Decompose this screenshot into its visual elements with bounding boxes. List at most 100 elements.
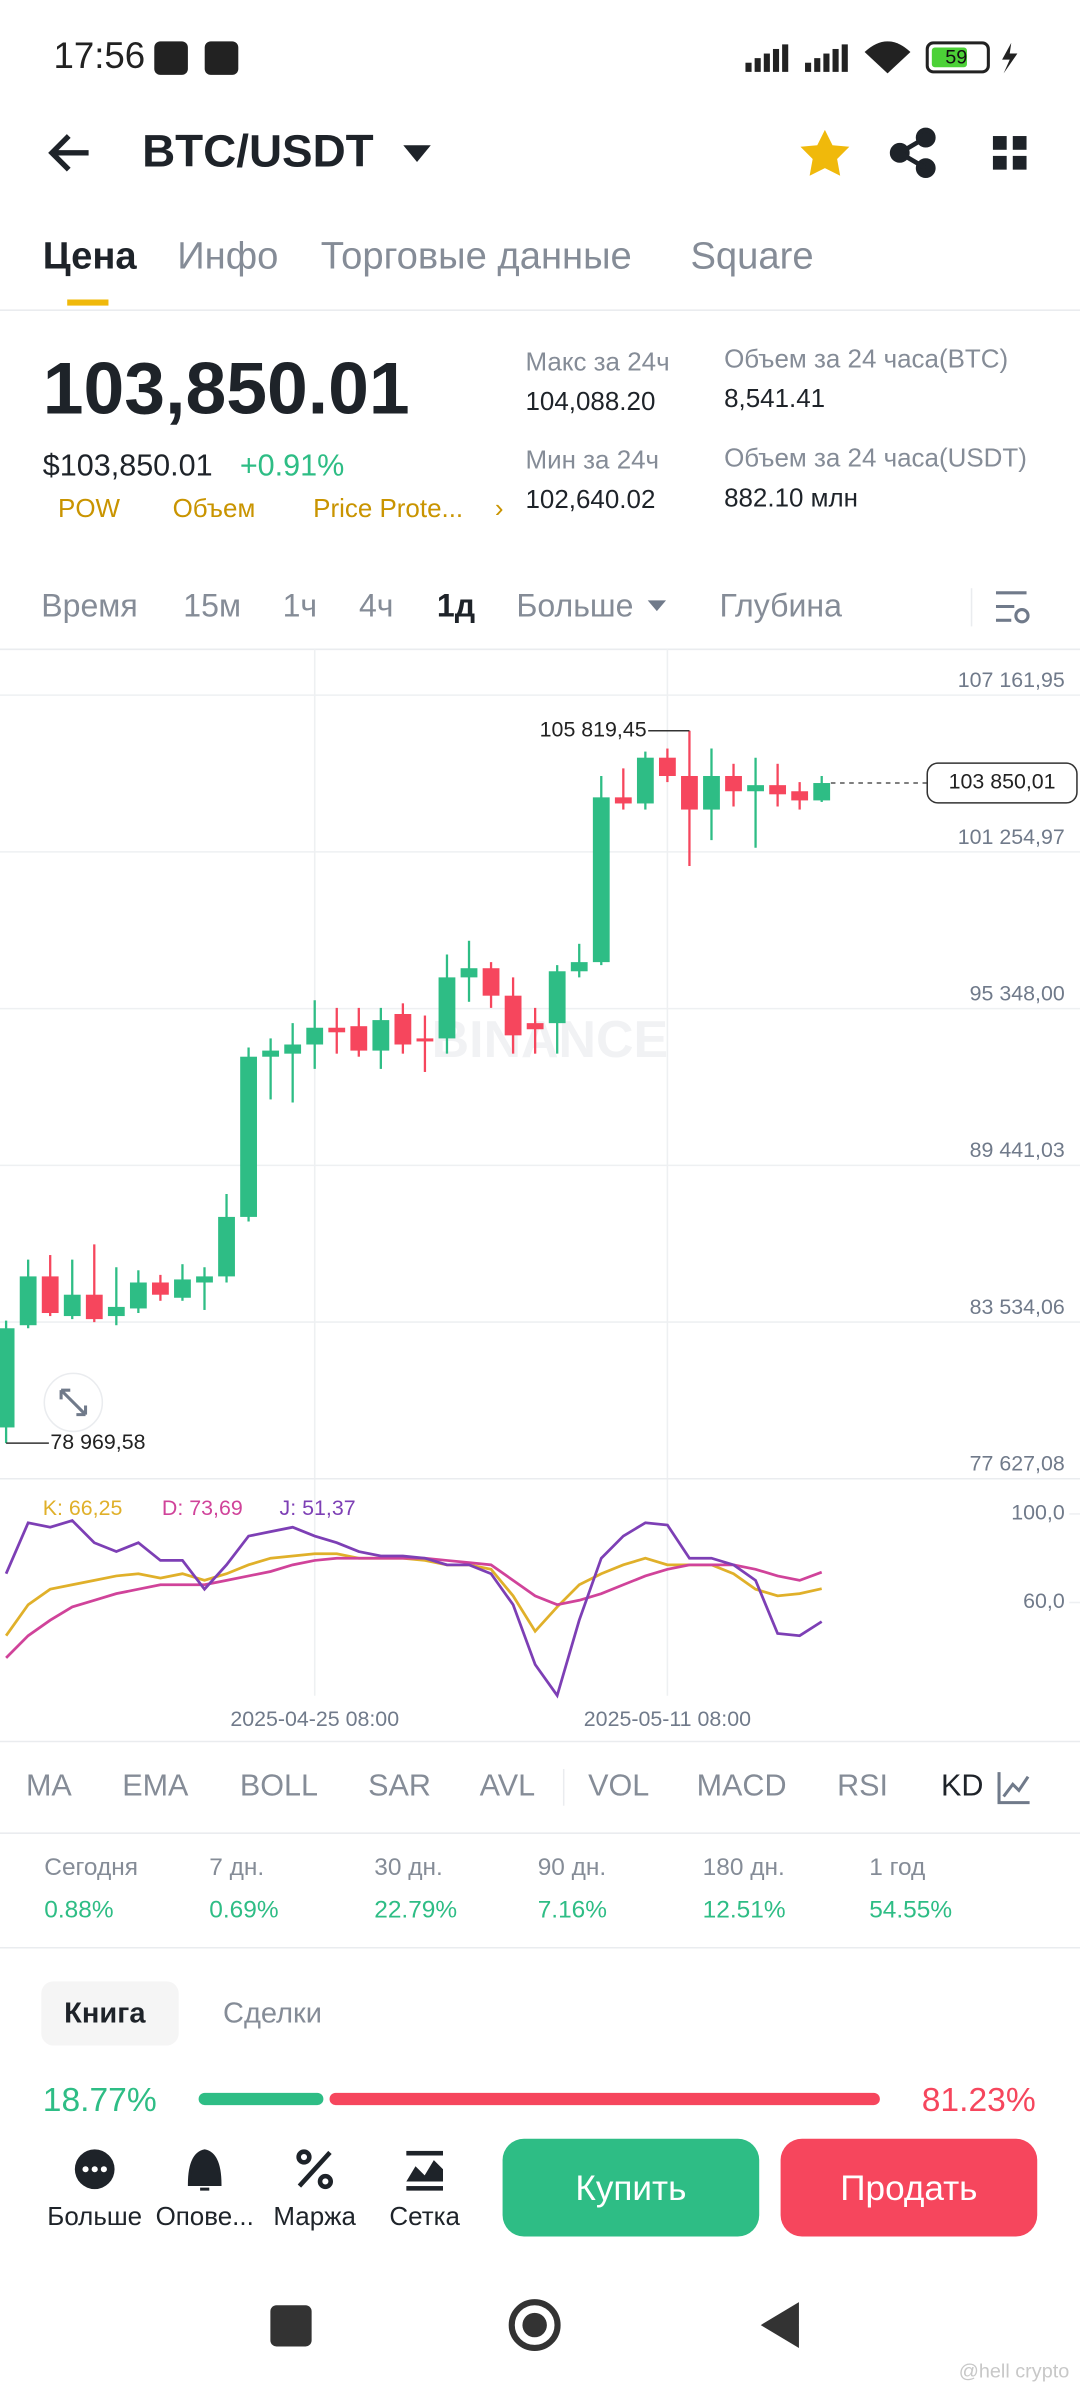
stat-value: 104,088.20 — [525, 386, 655, 416]
interval[interactable]: 4ч — [359, 588, 394, 624]
tags-more[interactable]: › — [495, 493, 504, 523]
indicator-tab[interactable]: VOL — [588, 1768, 649, 1802]
indicator-settings-icon[interactable] — [997, 1772, 1030, 1805]
interval[interactable]: Время — [41, 588, 137, 624]
stat-label: Объем за 24 часа(USDT) — [724, 443, 1027, 473]
buy-label[interactable]: Купить — [575, 2169, 686, 2208]
margin-icon[interactable] — [296, 2149, 334, 2190]
last-price-tag — [926, 762, 1078, 804]
layout-button[interactable] — [992, 136, 1027, 170]
performance-period: 90 дн. — [538, 1854, 607, 1881]
candle-body — [262, 1050, 280, 1057]
pair-dropdown[interactable] — [403, 145, 431, 163]
candle-body — [548, 971, 566, 1024]
high-marker-label: 105 819,45 — [540, 717, 647, 741]
more-dots — [82, 2166, 107, 2173]
last-price: 103,850.01 — [43, 348, 410, 430]
nav-label[interactable]: Больше — [47, 2201, 142, 2231]
book-tab-active[interactable] — [41, 1981, 179, 2046]
tag[interactable]: POW — [58, 493, 120, 523]
candle-body — [174, 1279, 191, 1298]
performance-value: 12.51% — [703, 1897, 786, 1924]
legend-entry: J: 51,37 — [280, 1496, 356, 1520]
nav-label[interactable]: Маржа — [273, 2201, 356, 2231]
buy-ratio: 18.77% — [43, 2082, 157, 2119]
interval[interactable]: Глубина — [719, 588, 842, 624]
pair-title[interactable]: BTC/USDT — [142, 125, 374, 176]
tab[interactable]: Торговые данные — [321, 234, 632, 277]
candle-body — [85, 1294, 103, 1320]
interval[interactable]: Больше — [516, 588, 633, 624]
nav-recent[interactable] — [270, 2305, 312, 2347]
sell-ratio: 81.23% — [922, 2082, 1036, 2119]
y-tick-label: 101 254,97 — [958, 825, 1065, 849]
favorite-star[interactable] — [800, 129, 850, 176]
candle-body — [703, 775, 720, 810]
candle-body — [41, 1276, 59, 1314]
candle-body — [416, 1038, 434, 1042]
candle-body — [306, 1027, 324, 1045]
sell-button[interactable] — [780, 2138, 1038, 2237]
tab[interactable]: Square — [690, 234, 813, 277]
low-marker-label: 78 969,58 — [50, 1430, 145, 1454]
nav-label[interactable]: Опове... — [156, 2201, 254, 2231]
candle-body — [570, 962, 588, 972]
nav-home[interactable] — [508, 2299, 561, 2352]
candle-body — [63, 1294, 81, 1317]
sell-label[interactable]: Продать — [840, 2169, 977, 2208]
indicator-tab[interactable]: KD — [941, 1768, 983, 1802]
candle-body — [0, 1328, 15, 1428]
book-tab[interactable]: Книга — [64, 1998, 146, 2030]
indicator-tab[interactable]: RSI — [837, 1768, 888, 1802]
candle-body — [747, 785, 764, 792]
buy-button[interactable] — [502, 2138, 760, 2237]
indicator-tab[interactable]: BOLL — [240, 1768, 318, 1802]
legend-entry: K: 66,25 — [43, 1496, 123, 1520]
candle-body — [19, 1276, 37, 1326]
nav-home-dot — [522, 2312, 547, 2338]
indicator-tab[interactable]: MA — [26, 1768, 72, 1802]
nav-back[interactable] — [760, 2302, 799, 2348]
candle-body — [240, 1056, 257, 1217]
more-dropdown[interactable] — [647, 600, 667, 612]
candle-body — [129, 1282, 147, 1309]
battery-text: 59 — [945, 46, 967, 68]
grid-icon[interactable] — [406, 2150, 443, 2191]
share-button[interactable] — [889, 127, 936, 179]
candle-body — [592, 797, 610, 963]
indicator-tab[interactable]: SAR — [368, 1768, 431, 1802]
candle-body — [526, 1023, 544, 1030]
stat-label: Макс за 24ч — [525, 347, 669, 377]
performance-value: 0.88% — [44, 1897, 113, 1924]
battery-level — [931, 47, 967, 68]
candle-body — [460, 968, 478, 978]
interval[interactable]: 15м — [183, 588, 241, 624]
book-tab[interactable]: Сделки — [223, 1998, 322, 2030]
wifi-icon — [864, 41, 911, 74]
back-button[interactable] — [48, 134, 89, 172]
indicator-tab[interactable]: AVL — [480, 1768, 535, 1802]
candle-body — [350, 1026, 368, 1051]
y-tick-label: 100,0 — [1011, 1501, 1065, 1525]
indicator-tab[interactable]: EMA — [122, 1768, 189, 1802]
tag[interactable]: Объем — [173, 493, 256, 523]
candle-body — [218, 1216, 235, 1277]
interval[interactable]: 1ч — [283, 588, 318, 624]
tab[interactable]: Инфо — [177, 234, 278, 277]
x-tick-label: 2025-04-25 08:00 — [230, 1707, 399, 1731]
indicator-tab[interactable]: MACD — [697, 1768, 787, 1802]
nav-label[interactable]: Сетка — [389, 2201, 460, 2231]
interval[interactable]: 1д — [437, 588, 475, 624]
tab[interactable]: Цена — [43, 234, 138, 277]
tag[interactable]: Price Prote... — [313, 493, 463, 523]
y-tick-label: 83 534,06 — [970, 1295, 1065, 1319]
candle-body — [681, 775, 698, 810]
y-tick-label: 107 161,95 — [958, 668, 1065, 692]
performance-period: 30 дн. — [374, 1854, 443, 1881]
status-icon — [204, 41, 239, 75]
chart-settings-icon[interactable] — [995, 591, 1030, 624]
alert-icon[interactable] — [187, 2149, 222, 2191]
performance-value: 54.55% — [869, 1897, 952, 1924]
